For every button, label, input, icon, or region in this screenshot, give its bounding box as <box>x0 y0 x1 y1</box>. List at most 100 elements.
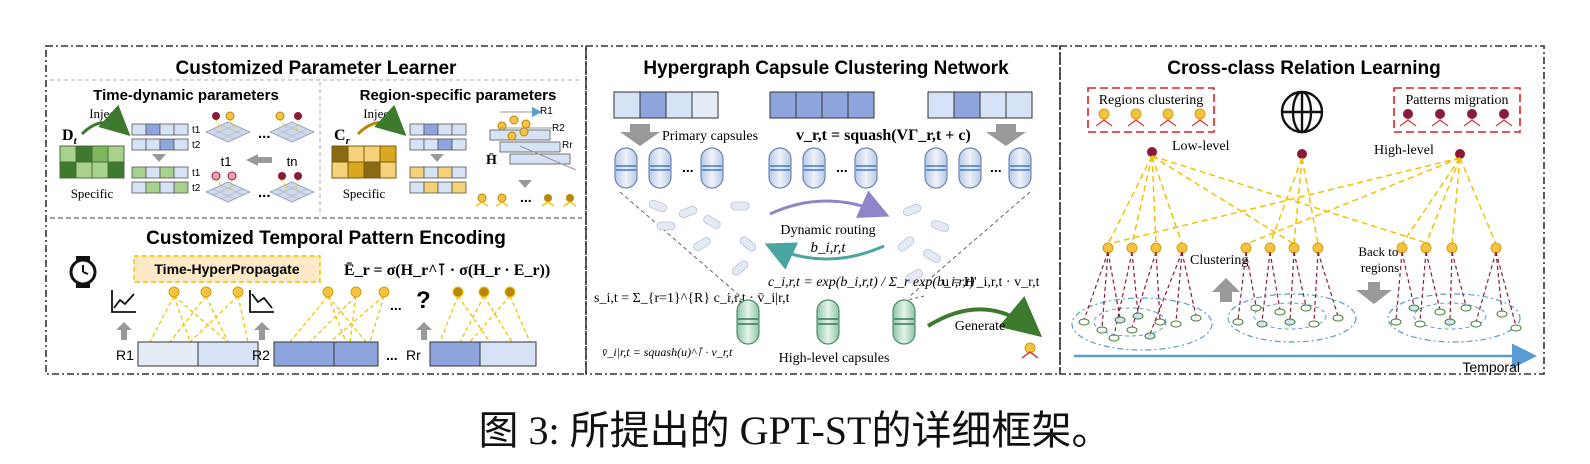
temporal-up-arrow-icon-3 <box>416 322 432 340</box>
propagate-label: Time-HyperPropagate <box>154 261 299 277</box>
temporal-up-arrow-icon-1 <box>116 322 132 340</box>
temporal-label-r2: R2 <box>252 347 270 363</box>
d-matrix <box>59 145 125 179</box>
primary-down-arrow-icon-1 <box>620 124 660 146</box>
inject-arrow-icon <box>80 104 131 137</box>
e-formula: Ē_r = σ(H_r^⊺ · σ(H_r · E_r)) <box>344 261 550 279</box>
primary-down-arrow-icon-2 <box>986 124 1026 146</box>
time-row-t2: t2 <box>192 140 201 151</box>
region-matrices <box>409 123 467 194</box>
routing-arrow-top-icon <box>769 190 890 218</box>
regions-clustering-nodes <box>1095 108 1209 127</box>
time-dynamic-title: Time-dynamic parameters <box>93 87 279 104</box>
time-row-t2b: t2 <box>192 183 201 194</box>
temporal-hyperedges <box>149 295 531 343</box>
region-links <box>1083 251 1517 337</box>
temporal-axis-label: Temporal <box>1462 359 1520 375</box>
capsule-ellipsis-1: ... <box>682 159 694 175</box>
temporal-ellipsis-bottom: ... <box>386 347 398 363</box>
time-graph-tiles <box>205 111 315 203</box>
capsule-ellipsis-3: ... <box>990 159 1002 175</box>
generated-node-icon <box>1021 342 1039 359</box>
trend-up-icon <box>111 290 136 313</box>
routing-dashed-lines <box>619 191 1031 297</box>
mid-yellow-nodes <box>1102 242 1502 254</box>
temporal-encoding-section: Customized Temporal Pattern Encoding Tim… <box>69 228 550 367</box>
temporal-ellipsis-top: ... <box>390 297 402 313</box>
s-formula: s_i,t = Σ_{r=1}^{R} c_i,r,t · v̄_i|r,t <box>594 291 790 306</box>
panel-mid: Hypergraph Capsule Clustering Network Pr… <box>594 58 1043 366</box>
time-row-t1b: t1 <box>192 168 201 179</box>
b-label: b_i,r,t <box>810 240 846 256</box>
panel-right-title: Cross-class Relation Learning <box>1167 58 1440 79</box>
cross-links <box>1107 155 1497 245</box>
watch-icon <box>69 256 97 288</box>
u-formula: u = H'_i,r,t · v_r,t <box>942 275 1040 290</box>
regions-clustering-label: Regions clustering <box>1099 93 1204 108</box>
time-graph-ellipsis-2: ... <box>258 184 271 201</box>
panel-right-frame <box>1059 45 1545 375</box>
time-label-t1: t1 <box>221 154 232 169</box>
region-down-arrow-icon <box>430 154 444 162</box>
region-nodes <box>1078 304 1522 342</box>
regions-clustering-box <box>1087 87 1215 133</box>
region-label-r1: R1 <box>540 106 553 117</box>
panel-frames <box>45 45 1545 375</box>
panel-mid-frame <box>585 45 1061 375</box>
time-right-arrow-icon <box>246 154 272 166</box>
c-matrix <box>331 145 397 179</box>
high-level-capsules-label: High-level capsules <box>779 351 890 366</box>
region-inject-label: Inject <box>363 106 393 121</box>
temporal-question-mark: ? <box>416 287 431 314</box>
globe-icon <box>1280 90 1324 134</box>
region-specific-title: Region-specific parameters <box>360 87 557 104</box>
vbar-formula: v̄_i|r,t = squash(u)^⊺ · v_r,t <box>602 345 733 359</box>
time-label-tn: tn <box>287 154 298 169</box>
panel-left-title: Customized Parameter Learner <box>176 58 457 79</box>
region-label-rr: Rr <box>562 140 573 151</box>
temporal-label-rr: Rr <box>406 347 421 363</box>
figure-canvas: Customized Parameter Learner Time-dynami… <box>45 45 1545 375</box>
scattered-minicapsules <box>647 198 951 285</box>
primary-vectors <box>613 91 1033 119</box>
patterns-migration-box <box>1393 87 1521 133</box>
region-hypergraph <box>489 107 577 171</box>
clustering-up-arrow-icon <box>1212 278 1240 302</box>
primary-capsules <box>614 147 1032 189</box>
temporal-nodes <box>168 286 516 298</box>
time-down-arrow-icon <box>152 154 166 162</box>
routing-arrow-bottom-icon <box>764 242 885 270</box>
temporal-label-r1: R1 <box>116 347 134 363</box>
c-matrix-label: Cr <box>334 127 351 147</box>
primary-capsules-label: Primary capsules <box>662 129 758 144</box>
region-hbar-label: H̄ <box>486 153 497 168</box>
trend-down-icon <box>249 290 274 313</box>
time-graph-ellipsis: ... <box>258 125 271 142</box>
panel-left: Customized Parameter Learner Time-dynami… <box>59 58 577 367</box>
back-to-regions-down-arrow-icon <box>1356 282 1392 304</box>
back-to-regions-label: Back to regions <box>1358 244 1401 275</box>
generate-arrow-icon <box>926 296 1043 338</box>
region-specific-section: Region-specific parameters Inject Cr Spe… <box>331 87 577 207</box>
capsule-ellipsis-2: ... <box>836 159 848 175</box>
time-dynamic-section: Time-dynamic parameters Inject Dt Specif… <box>59 87 315 203</box>
panel-mid-title: Hypergraph Capsule Clustering Network <box>643 58 1009 79</box>
generate-label: Generate <box>955 319 1006 334</box>
temporal-sequences <box>137 341 537 367</box>
low-level-label: Low-level <box>1172 139 1230 154</box>
high-level-capsules-group <box>727 295 925 345</box>
d-matrix-label: Dt <box>62 127 78 147</box>
panel-left-frame <box>45 45 587 375</box>
propagate-box <box>133 255 321 283</box>
time-matrices <box>131 123 189 194</box>
region-output-ellipsis: ... <box>520 189 532 205</box>
panel-right: Cross-class Relation Learning Regions cl… <box>1071 58 1537 375</box>
patterns-migration-label: Patterns migration <box>1405 93 1508 108</box>
figure-caption: 图 3: 所提出的 GPT-ST的详细框架。 <box>478 408 1112 453</box>
c-formula: c_i,r,t = exp(b_i,r,t) / Σ_r exp(b_i,r,t… <box>768 275 975 290</box>
time-row-t1: t1 <box>192 125 201 136</box>
region-label-r2: R2 <box>552 123 565 134</box>
region-inject-arrow-icon <box>356 104 407 137</box>
top-hyper-nodes <box>1147 147 1465 159</box>
region-down-arrow-icon-2 <box>518 180 532 188</box>
